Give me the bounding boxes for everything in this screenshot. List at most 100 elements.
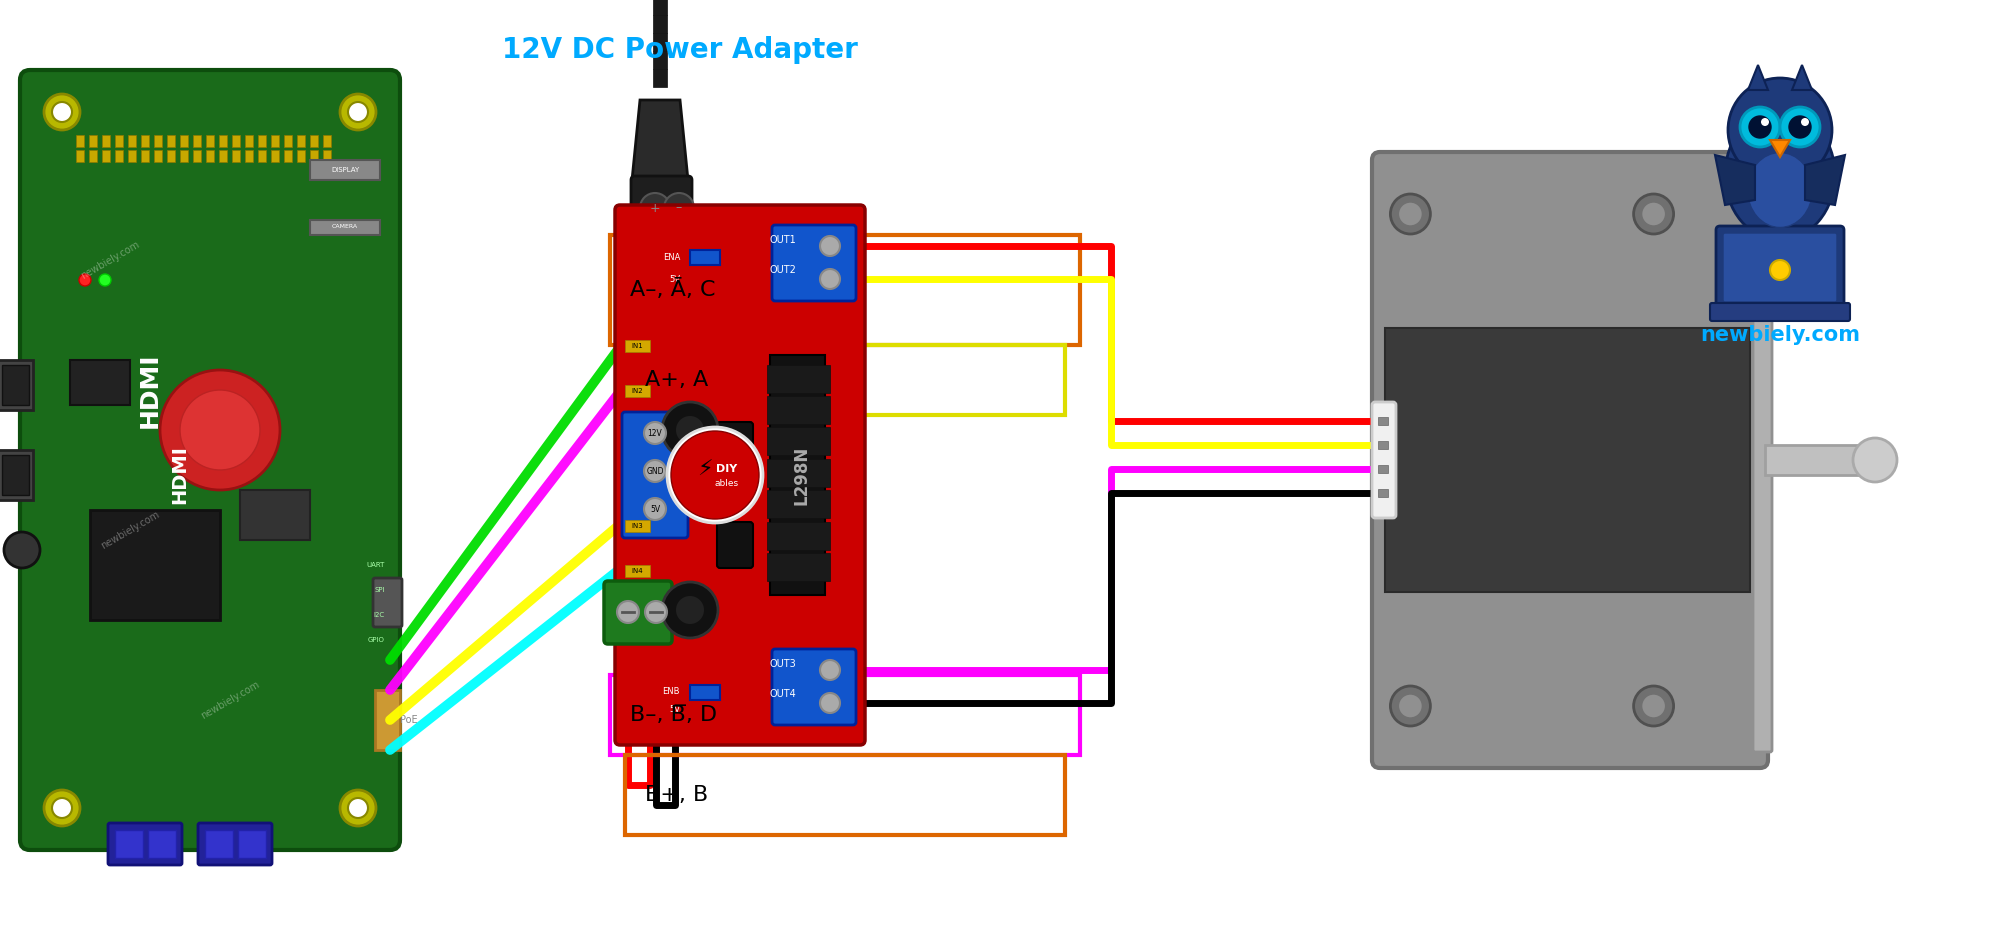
Bar — [90, 150, 98, 162]
Text: CAMERA: CAMERA — [332, 225, 358, 230]
Circle shape — [1633, 194, 1674, 234]
Bar — [271, 150, 279, 162]
FancyBboxPatch shape — [1372, 152, 1768, 768]
Circle shape — [1790, 116, 1812, 138]
Bar — [259, 150, 267, 162]
Text: OUT2: OUT2 — [771, 265, 796, 275]
Ellipse shape — [1724, 110, 1836, 240]
FancyBboxPatch shape — [631, 176, 693, 239]
Bar — [76, 150, 84, 162]
Bar — [653, 51, 667, 69]
Text: B–, B̅, D: B–, B̅, D — [629, 705, 717, 725]
Circle shape — [52, 798, 72, 818]
Bar — [323, 135, 331, 147]
FancyBboxPatch shape — [717, 422, 753, 468]
Circle shape — [1748, 116, 1772, 138]
FancyBboxPatch shape — [372, 578, 402, 627]
Text: ⚡: ⚡ — [697, 460, 713, 480]
Bar — [179, 135, 187, 147]
Bar — [70, 360, 129, 405]
Bar — [90, 510, 219, 620]
Bar — [153, 135, 161, 147]
Circle shape — [1390, 194, 1430, 234]
Circle shape — [159, 370, 281, 490]
Bar — [233, 135, 241, 147]
Text: 12V: 12V — [647, 428, 663, 438]
Bar — [323, 150, 331, 162]
Circle shape — [665, 193, 695, 223]
Circle shape — [617, 601, 639, 623]
Bar — [219, 135, 227, 147]
Text: newbiely.com: newbiely.com — [100, 509, 161, 550]
Bar — [141, 135, 149, 147]
Circle shape — [52, 102, 72, 122]
FancyBboxPatch shape — [197, 823, 273, 865]
Bar — [767, 365, 830, 393]
Bar — [239, 830, 267, 858]
Circle shape — [179, 390, 261, 470]
Bar — [625, 340, 649, 352]
Bar — [205, 135, 213, 147]
Polygon shape — [1806, 155, 1846, 205]
Circle shape — [639, 193, 671, 223]
Text: DIY: DIY — [717, 464, 737, 474]
Bar — [205, 830, 233, 858]
Bar — [2, 365, 30, 405]
Text: 5V: 5V — [669, 275, 681, 285]
Bar — [625, 385, 649, 397]
Bar — [1378, 489, 1388, 497]
Polygon shape — [1770, 140, 1790, 157]
Circle shape — [1398, 202, 1422, 226]
Circle shape — [340, 94, 376, 130]
Circle shape — [1390, 686, 1430, 726]
Bar — [153, 150, 161, 162]
Bar — [76, 135, 84, 147]
FancyBboxPatch shape — [1752, 168, 1772, 752]
Text: 5V: 5V — [649, 505, 661, 513]
Bar — [245, 150, 253, 162]
FancyBboxPatch shape — [621, 412, 689, 538]
Bar — [259, 135, 267, 147]
Circle shape — [340, 790, 376, 826]
FancyBboxPatch shape — [773, 225, 856, 301]
Text: OUT1: OUT1 — [771, 235, 796, 245]
Circle shape — [667, 427, 763, 523]
Bar — [285, 150, 293, 162]
Bar — [767, 553, 830, 581]
Circle shape — [80, 274, 92, 286]
FancyBboxPatch shape — [773, 649, 856, 725]
Bar — [609, 675, 1079, 755]
Bar — [653, 15, 667, 33]
Bar — [1764, 445, 1866, 475]
Polygon shape — [631, 100, 689, 180]
Bar — [653, 69, 667, 87]
Circle shape — [645, 601, 667, 623]
Text: newbiely.com: newbiely.com — [199, 679, 261, 721]
Text: IN2: IN2 — [631, 388, 643, 394]
Text: IN4: IN4 — [631, 568, 643, 574]
Bar — [625, 755, 1065, 835]
Bar — [115, 830, 143, 858]
Bar — [271, 135, 279, 147]
Bar — [625, 565, 649, 577]
Circle shape — [820, 693, 840, 713]
Bar — [653, 33, 667, 51]
Circle shape — [677, 416, 705, 444]
Text: OUT3: OUT3 — [771, 659, 796, 669]
Bar — [193, 150, 201, 162]
Text: +: + — [649, 202, 661, 215]
Polygon shape — [1792, 65, 1812, 90]
Ellipse shape — [1748, 152, 1812, 228]
Polygon shape — [1748, 65, 1768, 90]
Circle shape — [44, 94, 80, 130]
FancyBboxPatch shape — [717, 522, 753, 568]
Bar — [767, 459, 830, 487]
FancyBboxPatch shape — [20, 70, 400, 850]
Bar — [245, 135, 253, 147]
Bar — [653, 0, 667, 15]
Circle shape — [1728, 78, 1832, 182]
FancyBboxPatch shape — [1722, 233, 1838, 302]
Bar — [311, 135, 319, 147]
Bar — [127, 150, 135, 162]
Text: IN3: IN3 — [631, 523, 643, 529]
